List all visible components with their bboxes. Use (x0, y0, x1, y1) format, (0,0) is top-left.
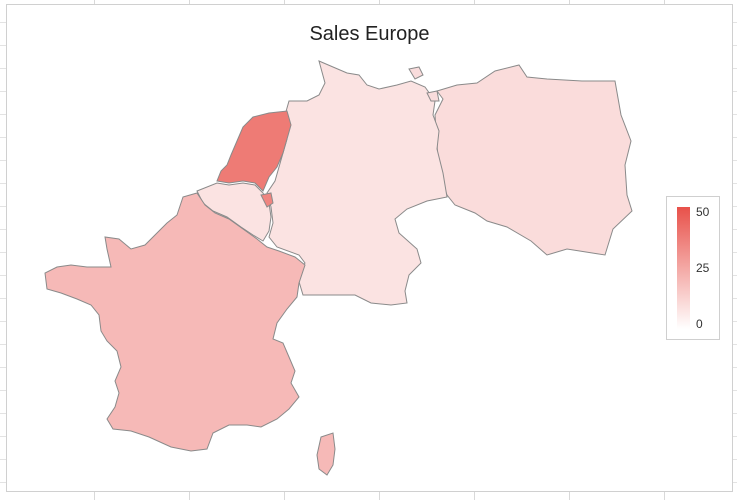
legend-gradient-bar (677, 207, 690, 329)
region-poland[interactable] (434, 64, 633, 256)
color-legend: 50 25 0 (666, 196, 720, 340)
map-svg (44, 60, 633, 476)
region-luxembourg[interactable] (260, 192, 274, 208)
region-netherlands[interactable] (216, 110, 292, 192)
region-island (426, 90, 440, 102)
chart-title: Sales Europe (309, 23, 430, 45)
region-island (408, 66, 424, 80)
map-chart[interactable]: Sales Europe 50 25 0 (6, 4, 733, 492)
region-belgium[interactable] (196, 182, 272, 242)
legend-label-max: 50 (696, 205, 710, 219)
legend-label-mid: 25 (696, 261, 710, 275)
region-corsica (316, 432, 336, 476)
region-germany[interactable] (266, 60, 448, 306)
region-france[interactable] (44, 192, 306, 452)
legend-label-min: 0 (696, 317, 703, 331)
